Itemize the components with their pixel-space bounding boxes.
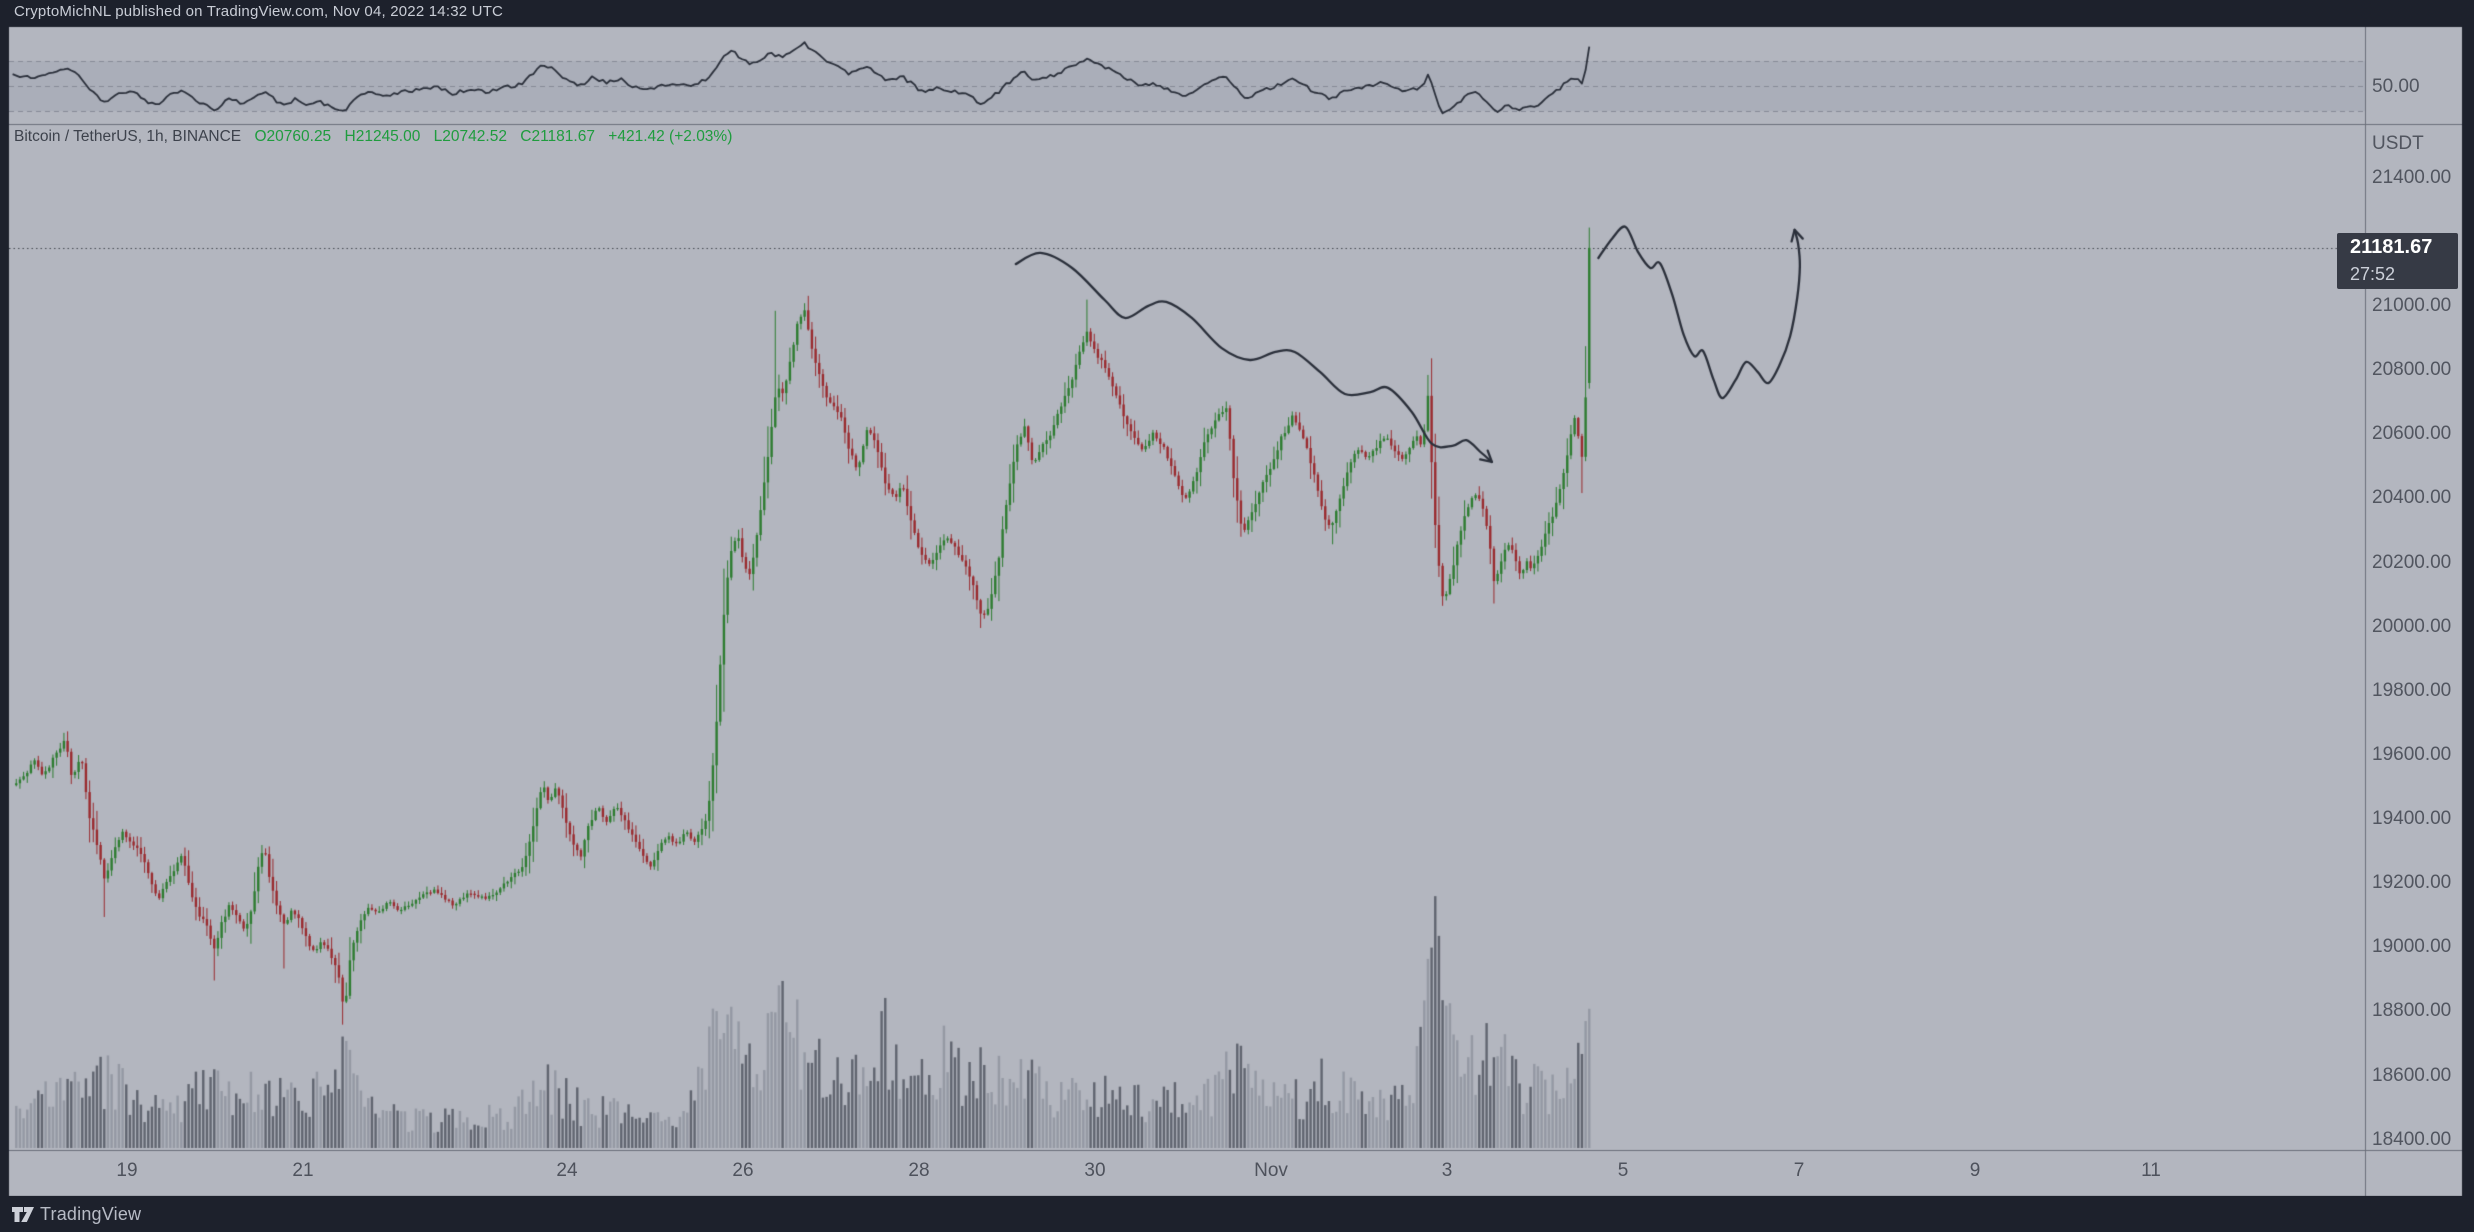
ohlc-open-label: O <box>254 128 267 145</box>
tradingview-wordmark[interactable]: TradingView <box>40 1204 142 1224</box>
symbol-legend: Bitcoin / TetherUS, 1h, BINANCE O20760.2… <box>14 128 732 146</box>
footer: TradingView <box>0 1196 2474 1232</box>
ohlc-low-label: L <box>433 128 443 145</box>
last-price-value: 21181.67 <box>2350 236 2433 258</box>
change-value: +421.42 (+2.03%) <box>608 128 733 145</box>
publish-banner: CryptoMichNL published on TradingView.co… <box>14 3 504 20</box>
indicator-level-label: 50.00 <box>2372 76 2420 97</box>
ohlc-high-value: 21245.00 <box>355 128 421 145</box>
last-price-label: 21181.67 27:52 <box>2337 233 2458 289</box>
currency-label: USDT <box>2372 133 2424 154</box>
ohlc-close-value: 21181.67 <box>531 128 595 145</box>
bar-countdown: 27:52 <box>2350 264 2396 284</box>
ohlc-close-label: C <box>520 128 532 145</box>
ohlc-high-label: H <box>344 128 356 145</box>
ohlc-open-value: 20760.25 <box>266 128 332 145</box>
symbol-title: Bitcoin / TetherUS, 1h, BINANCE <box>14 128 242 145</box>
ohlc-low-value: 20742.52 <box>442 128 507 145</box>
tradingview-logo-icon <box>12 1207 34 1222</box>
